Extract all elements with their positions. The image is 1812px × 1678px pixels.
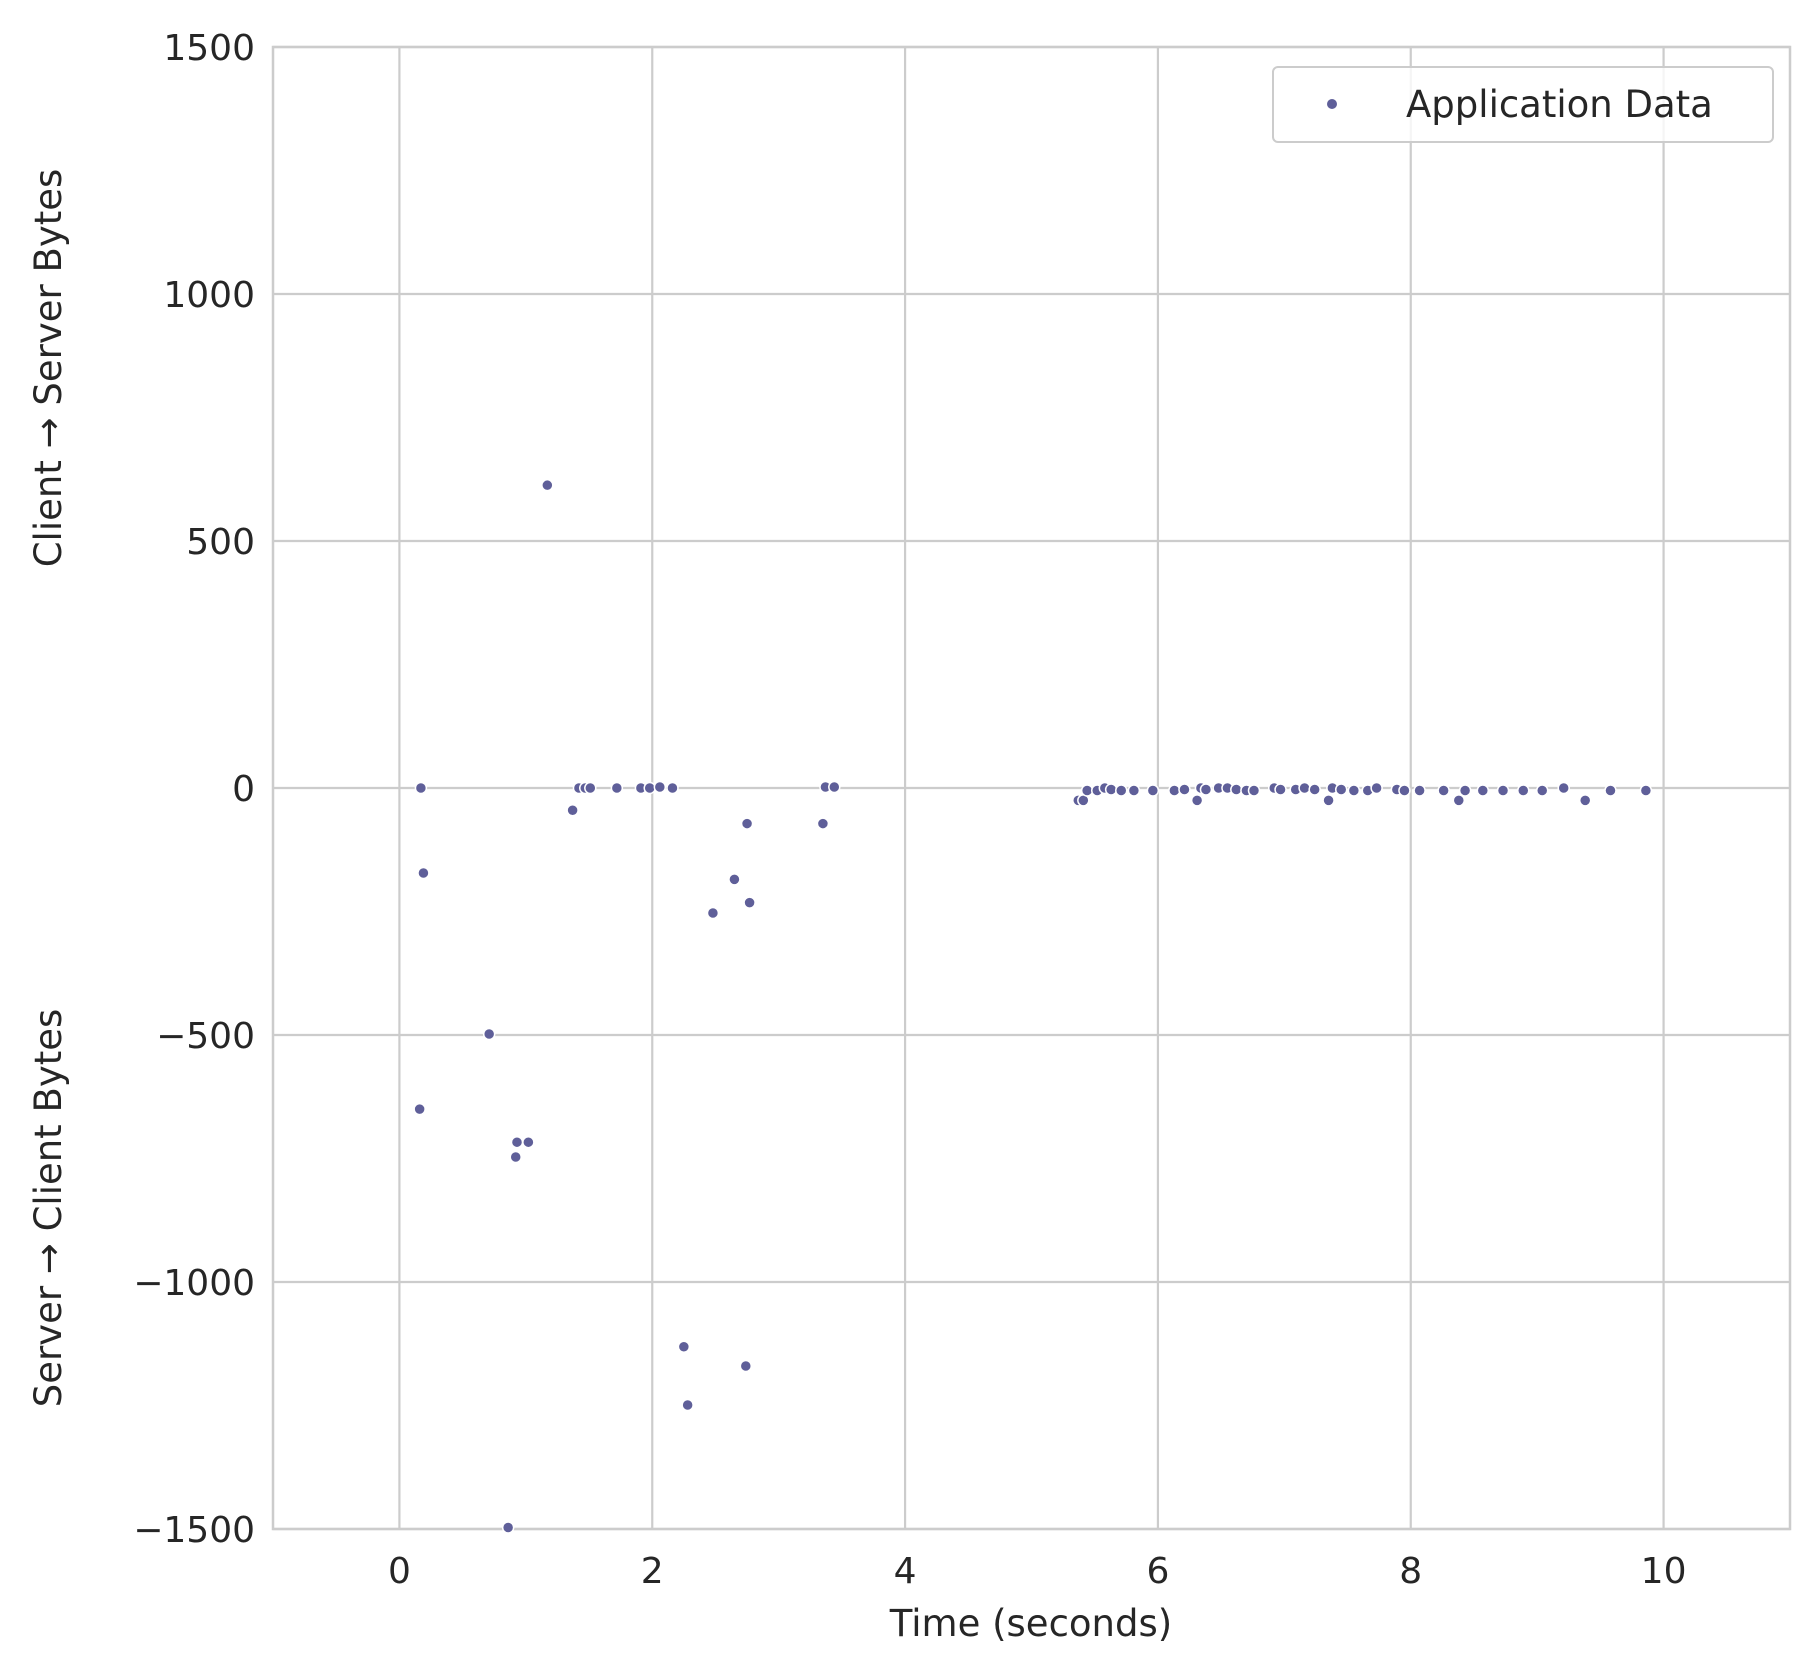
x-tick-label: 0 bbox=[388, 1551, 411, 1592]
data-point bbox=[1199, 783, 1213, 796]
y-axis-label-bottom: Server → Client Bytes bbox=[27, 1009, 70, 1408]
data-point bbox=[1322, 794, 1335, 807]
data-point bbox=[666, 781, 679, 795]
data-point bbox=[1398, 784, 1411, 797]
data-point bbox=[1308, 783, 1321, 796]
y-tick-label: −1500 bbox=[133, 1510, 255, 1551]
data-point bbox=[816, 817, 830, 830]
data-point bbox=[1517, 784, 1530, 797]
data-point bbox=[1146, 784, 1160, 797]
data-point bbox=[739, 1359, 753, 1373]
data-point bbox=[1452, 794, 1466, 807]
data-point bbox=[1190, 794, 1204, 807]
x-axis-label: Time (seconds) bbox=[889, 1602, 1172, 1645]
x-tick-label: 2 bbox=[641, 1551, 664, 1592]
legend-box bbox=[1272, 66, 1774, 143]
data-point bbox=[1347, 784, 1361, 797]
data-point bbox=[677, 1340, 691, 1353]
data-point bbox=[541, 478, 554, 492]
data-point bbox=[1127, 784, 1141, 797]
data-point bbox=[584, 781, 597, 795]
data-point bbox=[414, 781, 428, 795]
x-tick-label: 8 bbox=[1399, 1551, 1422, 1592]
y-axis-label-top: Client → Server Bytes bbox=[27, 169, 70, 568]
data-point bbox=[1104, 783, 1118, 796]
plot-frame bbox=[271, 45, 1792, 1531]
data-point bbox=[740, 817, 754, 830]
data-point bbox=[510, 1135, 524, 1149]
data-point bbox=[501, 1521, 515, 1534]
data-point bbox=[706, 906, 720, 920]
y-tick-label: 0 bbox=[232, 769, 255, 810]
data-point bbox=[1080, 784, 1094, 797]
data-point bbox=[1639, 784, 1653, 797]
data-point bbox=[653, 780, 667, 794]
data-point bbox=[1370, 781, 1383, 795]
data-point bbox=[1178, 783, 1191, 796]
legend-entry-application-data: Application Data bbox=[1406, 83, 1713, 126]
data-point bbox=[1115, 784, 1128, 797]
y-tick-label: 1500 bbox=[163, 28, 255, 69]
tick-labels: 0 2 4 6 8 10 1500 1000 500 0 −500 −1000 −1500 bbox=[133, 28, 1686, 1592]
data-point bbox=[1535, 784, 1549, 797]
data-point bbox=[1230, 783, 1243, 796]
data-point bbox=[1578, 794, 1592, 807]
legend-marker bbox=[1327, 99, 1337, 109]
data-point bbox=[743, 896, 756, 909]
legend: Application Data bbox=[1272, 66, 1774, 143]
y-tick-label: 500 bbox=[186, 522, 255, 563]
data-point bbox=[610, 781, 624, 795]
data-point bbox=[1476, 784, 1490, 797]
data-point bbox=[522, 1135, 535, 1149]
data-point bbox=[1168, 784, 1181, 797]
data-point bbox=[1557, 781, 1570, 795]
data-point bbox=[417, 866, 430, 880]
data-point bbox=[1334, 783, 1348, 796]
y-tick-label: −1000 bbox=[133, 1263, 255, 1304]
data-point bbox=[728, 873, 741, 886]
data-point bbox=[1413, 784, 1426, 797]
data-point bbox=[1604, 784, 1617, 797]
data-point bbox=[1274, 783, 1287, 796]
y-tick-label: 1000 bbox=[163, 275, 255, 316]
data-point bbox=[1247, 784, 1261, 797]
data-point bbox=[828, 780, 841, 794]
data-point bbox=[643, 781, 656, 795]
data-point bbox=[681, 1398, 694, 1412]
x-tick-label: 10 bbox=[1641, 1551, 1687, 1592]
data-point bbox=[1437, 784, 1450, 797]
data-point bbox=[1298, 781, 1311, 795]
data-point bbox=[566, 803, 579, 817]
data-points bbox=[413, 478, 1653, 1534]
x-tick-label: 6 bbox=[1146, 1551, 1169, 1592]
x-tick-label: 4 bbox=[894, 1551, 917, 1592]
data-point bbox=[1496, 784, 1510, 797]
data-point bbox=[1458, 784, 1472, 797]
data-point bbox=[482, 1027, 496, 1041]
data-point bbox=[413, 1102, 426, 1116]
data-point bbox=[509, 1150, 522, 1164]
y-tick-label: −500 bbox=[156, 1016, 255, 1057]
